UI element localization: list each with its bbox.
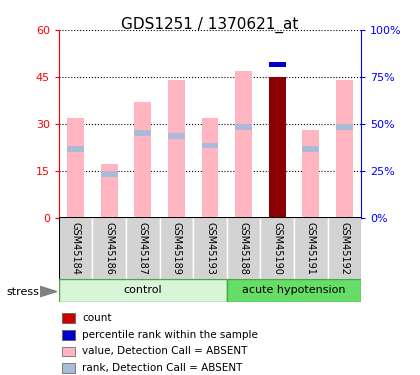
Text: GSM45184: GSM45184 [71,222,81,275]
Text: acute hypotension: acute hypotension [242,285,346,295]
Bar [260,217,294,279]
Bar [227,217,260,279]
Bar [294,217,328,279]
Bar [168,80,185,218]
Text: GSM45187: GSM45187 [138,222,148,276]
Bar [302,146,319,152]
Text: GSM45192: GSM45192 [339,222,349,276]
Bar [235,70,252,217]
Bar [63,363,75,373]
Bar [63,330,75,340]
Text: rank, Detection Call = ABSENT: rank, Detection Call = ABSENT [82,363,243,373]
Bar [168,134,185,139]
Text: stress: stress [6,287,39,297]
Polygon shape [40,286,57,297]
Bar [92,217,126,279]
Bar [328,217,361,279]
Bar [160,217,193,279]
Text: GSM45188: GSM45188 [239,222,249,275]
Text: GSM45190: GSM45190 [272,222,282,275]
Bar [269,77,286,218]
Bar [202,117,218,218]
Text: percentile rank within the sample: percentile rank within the sample [82,330,258,340]
Text: GDS1251 / 1370621_at: GDS1251 / 1370621_at [121,17,299,33]
Bar [63,346,75,356]
Bar [63,313,75,323]
Bar [67,146,84,152]
Text: GSM45189: GSM45189 [171,222,181,275]
Bar [302,130,319,218]
Bar [126,217,160,279]
Text: GSM45191: GSM45191 [306,222,316,275]
Text: count: count [82,313,112,323]
Bar [193,217,227,279]
Text: GSM45186: GSM45186 [104,222,114,275]
Bar [336,80,353,218]
Bar [202,143,218,148]
Bar [101,164,118,218]
Bar [269,62,286,67]
Bar [134,102,151,218]
Bar [134,130,151,136]
Text: value, Detection Call = ABSENT: value, Detection Call = ABSENT [82,346,248,356]
Bar [59,217,361,279]
Text: control: control [123,285,162,295]
Bar [59,217,92,279]
Bar [336,124,353,130]
Bar [59,279,227,302]
Bar [227,279,361,302]
Bar [235,124,252,130]
Text: GSM45193: GSM45193 [205,222,215,275]
Bar [67,117,84,218]
Bar [101,171,118,177]
